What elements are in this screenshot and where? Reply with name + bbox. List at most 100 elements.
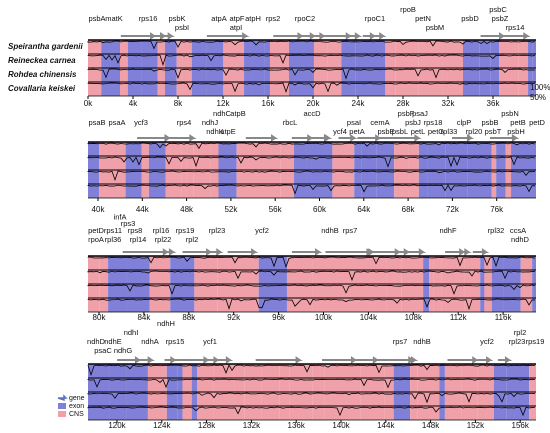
- x-tick-label: 20k: [307, 99, 321, 108]
- x-tick-label: 104k: [360, 313, 378, 322]
- x-tick-label: 44k: [136, 205, 150, 214]
- gene-label: ndhK: [206, 127, 224, 136]
- gene-label: psaJ: [412, 109, 428, 118]
- gene-label: ndhB: [413, 337, 431, 346]
- gene-label: rpl23: [209, 226, 226, 235]
- gene-arrow: [296, 32, 318, 40]
- gene-label: ndhC: [213, 109, 232, 118]
- gene-label: rpl2: [514, 328, 527, 337]
- gene-label: psbN: [501, 109, 519, 118]
- gene-arrow: [497, 356, 513, 364]
- x-tick-label: 128k: [198, 421, 216, 430]
- x-tick-label: 56k: [269, 205, 283, 214]
- gene-arrow: [445, 248, 467, 256]
- gene-arrow: [291, 248, 323, 256]
- gene-arrow: [161, 32, 175, 40]
- gene-arrow: [150, 134, 197, 142]
- x-tick-label: 144k: [377, 421, 395, 430]
- gene-label: rps4: [177, 118, 192, 127]
- gene-label: psbI: [175, 23, 189, 32]
- x-tick-label: 12k: [217, 99, 231, 108]
- x-tick-label: 156k: [512, 421, 530, 430]
- gene-label: rpl20: [466, 127, 483, 136]
- x-tick-label: 28k: [397, 99, 411, 108]
- x-tick-label: 80k: [93, 313, 107, 322]
- x-tick-label: 64k: [357, 205, 371, 214]
- gene-label: rps16: [139, 14, 158, 23]
- gene-label: cemA: [370, 118, 389, 127]
- gene-label: infA: [114, 212, 127, 221]
- x-tick-label: 96k: [272, 313, 286, 322]
- x-tick-label: 124k: [153, 421, 171, 430]
- legend-swatch: [58, 411, 66, 417]
- legend-swatch: [58, 403, 66, 409]
- gene-arrow: [189, 248, 214, 256]
- gene-label: rpl23: [509, 337, 526, 346]
- gene-label: accD: [303, 109, 321, 118]
- identity-curve: [87, 170, 536, 182]
- legend-swatch: [57, 394, 68, 402]
- gene-label: rps14: [506, 23, 525, 32]
- gene-label: rpl14: [130, 235, 147, 244]
- gene-label: petD: [88, 226, 104, 235]
- x-tick-label: 68k: [402, 205, 416, 214]
- gene-label: ndhD: [511, 235, 530, 244]
- gene-arrow: [138, 32, 168, 40]
- gene-label: ndhB: [321, 226, 339, 235]
- gene-label: psbE: [377, 127, 394, 136]
- legend-label: exon: [69, 403, 84, 410]
- legend-label: CNS: [69, 411, 84, 418]
- gene-label: psbK: [168, 14, 185, 23]
- x-tick-label: 100k: [315, 313, 333, 322]
- x-tick-label: 32k: [442, 99, 456, 108]
- x-tick-label: 36k: [487, 99, 501, 108]
- gene-label: rpl16: [153, 226, 170, 235]
- identity-curve: [87, 256, 536, 269]
- identity-curve: [87, 364, 536, 377]
- gene-label: rps19: [176, 226, 195, 235]
- gene-arrow: [477, 356, 494, 364]
- x-tick-label: 112k: [450, 313, 468, 322]
- gene-label: psaA: [108, 118, 125, 127]
- gene-label: ndhE: [104, 337, 122, 346]
- gene-label: psbH: [507, 127, 525, 136]
- gene-label: rps3: [121, 219, 136, 228]
- gene-label: psbD: [461, 14, 479, 23]
- identity-curve: [87, 156, 536, 168]
- gene-label: rps19: [526, 337, 545, 346]
- legend-label: gene: [69, 395, 85, 402]
- x-tick-label: 88k: [182, 313, 196, 322]
- gene-arrow: [122, 248, 171, 256]
- gene-label: atpA: [211, 14, 226, 23]
- gene-label: psbJ: [405, 118, 421, 127]
- x-tick-label: 140k: [332, 421, 350, 430]
- gene-arrow: [291, 134, 315, 142]
- gene-arrow: [451, 134, 475, 142]
- gene-label: rps8: [128, 226, 143, 235]
- gene-label: atpE: [220, 127, 235, 136]
- identity-curve: [87, 142, 536, 150]
- gene-label: ycf3: [134, 118, 148, 127]
- gene-label: rps11: [104, 226, 122, 235]
- gene-label: ndhA: [141, 337, 159, 346]
- gene-label: psbL: [392, 127, 408, 136]
- gene-label: psbA: [88, 14, 105, 23]
- x-tick-label: 148k: [422, 421, 440, 430]
- gene-label: psbZ: [492, 14, 509, 23]
- gene-arrow: [472, 248, 490, 256]
- gene-label: rpl33: [441, 127, 458, 136]
- species-label: Covallaria keiskei: [8, 84, 76, 93]
- gene-arrow: [480, 32, 531, 40]
- gene-arrow: [357, 134, 383, 142]
- gene-label: psbC: [489, 5, 507, 14]
- gene-arrow: [255, 356, 303, 364]
- gene-label: rpoB: [400, 5, 416, 14]
- gene-arrow: [322, 356, 359, 364]
- gene-label: petD: [529, 118, 545, 127]
- gene-label: rpoA: [88, 235, 104, 244]
- gene-label: rps18: [424, 118, 443, 127]
- gene-arrow: [273, 32, 305, 40]
- gene-label: rps2: [266, 14, 281, 23]
- gene-label: psbM: [426, 23, 444, 32]
